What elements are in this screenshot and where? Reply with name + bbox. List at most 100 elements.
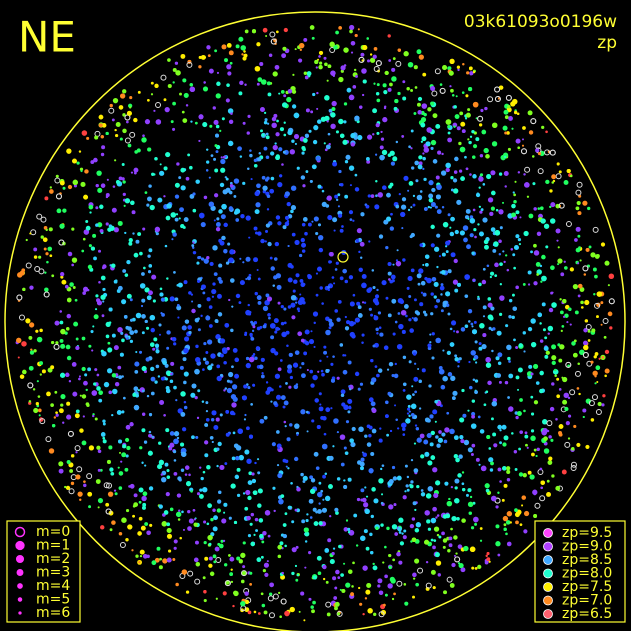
star [486, 174, 492, 180]
star [233, 443, 239, 449]
star [102, 419, 106, 423]
star [358, 426, 364, 433]
star [608, 298, 615, 305]
star [124, 198, 131, 204]
star [377, 368, 383, 373]
star [141, 272, 145, 276]
star [256, 458, 260, 461]
star [419, 302, 424, 307]
star [477, 223, 480, 226]
star [394, 320, 398, 324]
star [601, 403, 605, 407]
star [402, 96, 407, 101]
star [301, 362, 305, 366]
star [305, 410, 309, 414]
star [598, 357, 601, 360]
star [422, 72, 427, 77]
star [128, 485, 131, 488]
star [118, 375, 123, 380]
star [146, 554, 150, 559]
star [391, 597, 395, 601]
star [328, 108, 333, 113]
star [349, 29, 353, 34]
star [354, 371, 360, 377]
star [440, 309, 444, 313]
star [226, 387, 233, 394]
star [166, 370, 172, 377]
star [370, 452, 375, 457]
star [482, 305, 487, 310]
star [130, 200, 135, 206]
star [81, 130, 88, 136]
star [141, 298, 146, 303]
star [464, 155, 467, 159]
star [490, 206, 495, 211]
star [555, 485, 561, 491]
star [557, 246, 560, 249]
star [351, 334, 356, 339]
star [229, 380, 233, 384]
star [298, 58, 303, 63]
star [175, 582, 179, 587]
star [172, 232, 177, 237]
star-field [15, 24, 615, 622]
star [547, 460, 553, 465]
star [351, 426, 356, 432]
star [181, 451, 187, 457]
star [365, 495, 369, 498]
star [402, 427, 406, 432]
star [301, 151, 305, 155]
star [334, 268, 338, 271]
star [435, 194, 441, 200]
star [177, 518, 181, 521]
star [275, 155, 280, 161]
star [549, 189, 553, 193]
star [294, 301, 298, 304]
star [106, 482, 113, 489]
star [545, 130, 548, 134]
star [469, 495, 473, 499]
star [430, 517, 437, 524]
star [182, 118, 188, 123]
star [554, 368, 557, 372]
star [426, 519, 431, 524]
star [100, 275, 106, 281]
star [404, 464, 408, 468]
star [514, 512, 520, 518]
star [555, 417, 558, 421]
star [344, 160, 349, 164]
star [54, 320, 60, 326]
star [59, 338, 64, 343]
star [279, 359, 283, 362]
star [240, 45, 246, 51]
star [230, 483, 236, 489]
star [296, 433, 299, 436]
star [391, 298, 397, 304]
star [402, 382, 407, 387]
star [487, 197, 494, 203]
star [389, 279, 394, 284]
star [548, 456, 553, 461]
star [302, 475, 308, 481]
star [502, 125, 508, 131]
star [584, 299, 590, 306]
star [497, 491, 500, 494]
star [159, 333, 162, 336]
star [36, 213, 43, 220]
star [356, 497, 361, 502]
star [95, 479, 101, 484]
legend-symbol [16, 569, 24, 576]
star [555, 173, 562, 180]
star [556, 162, 560, 166]
star [102, 436, 106, 440]
star [459, 111, 464, 116]
star [434, 420, 437, 423]
star [17, 356, 20, 359]
star [465, 112, 471, 118]
star [150, 327, 155, 333]
star [77, 491, 83, 497]
star [102, 439, 107, 444]
star [531, 412, 535, 416]
star [118, 471, 124, 476]
star [360, 488, 365, 493]
